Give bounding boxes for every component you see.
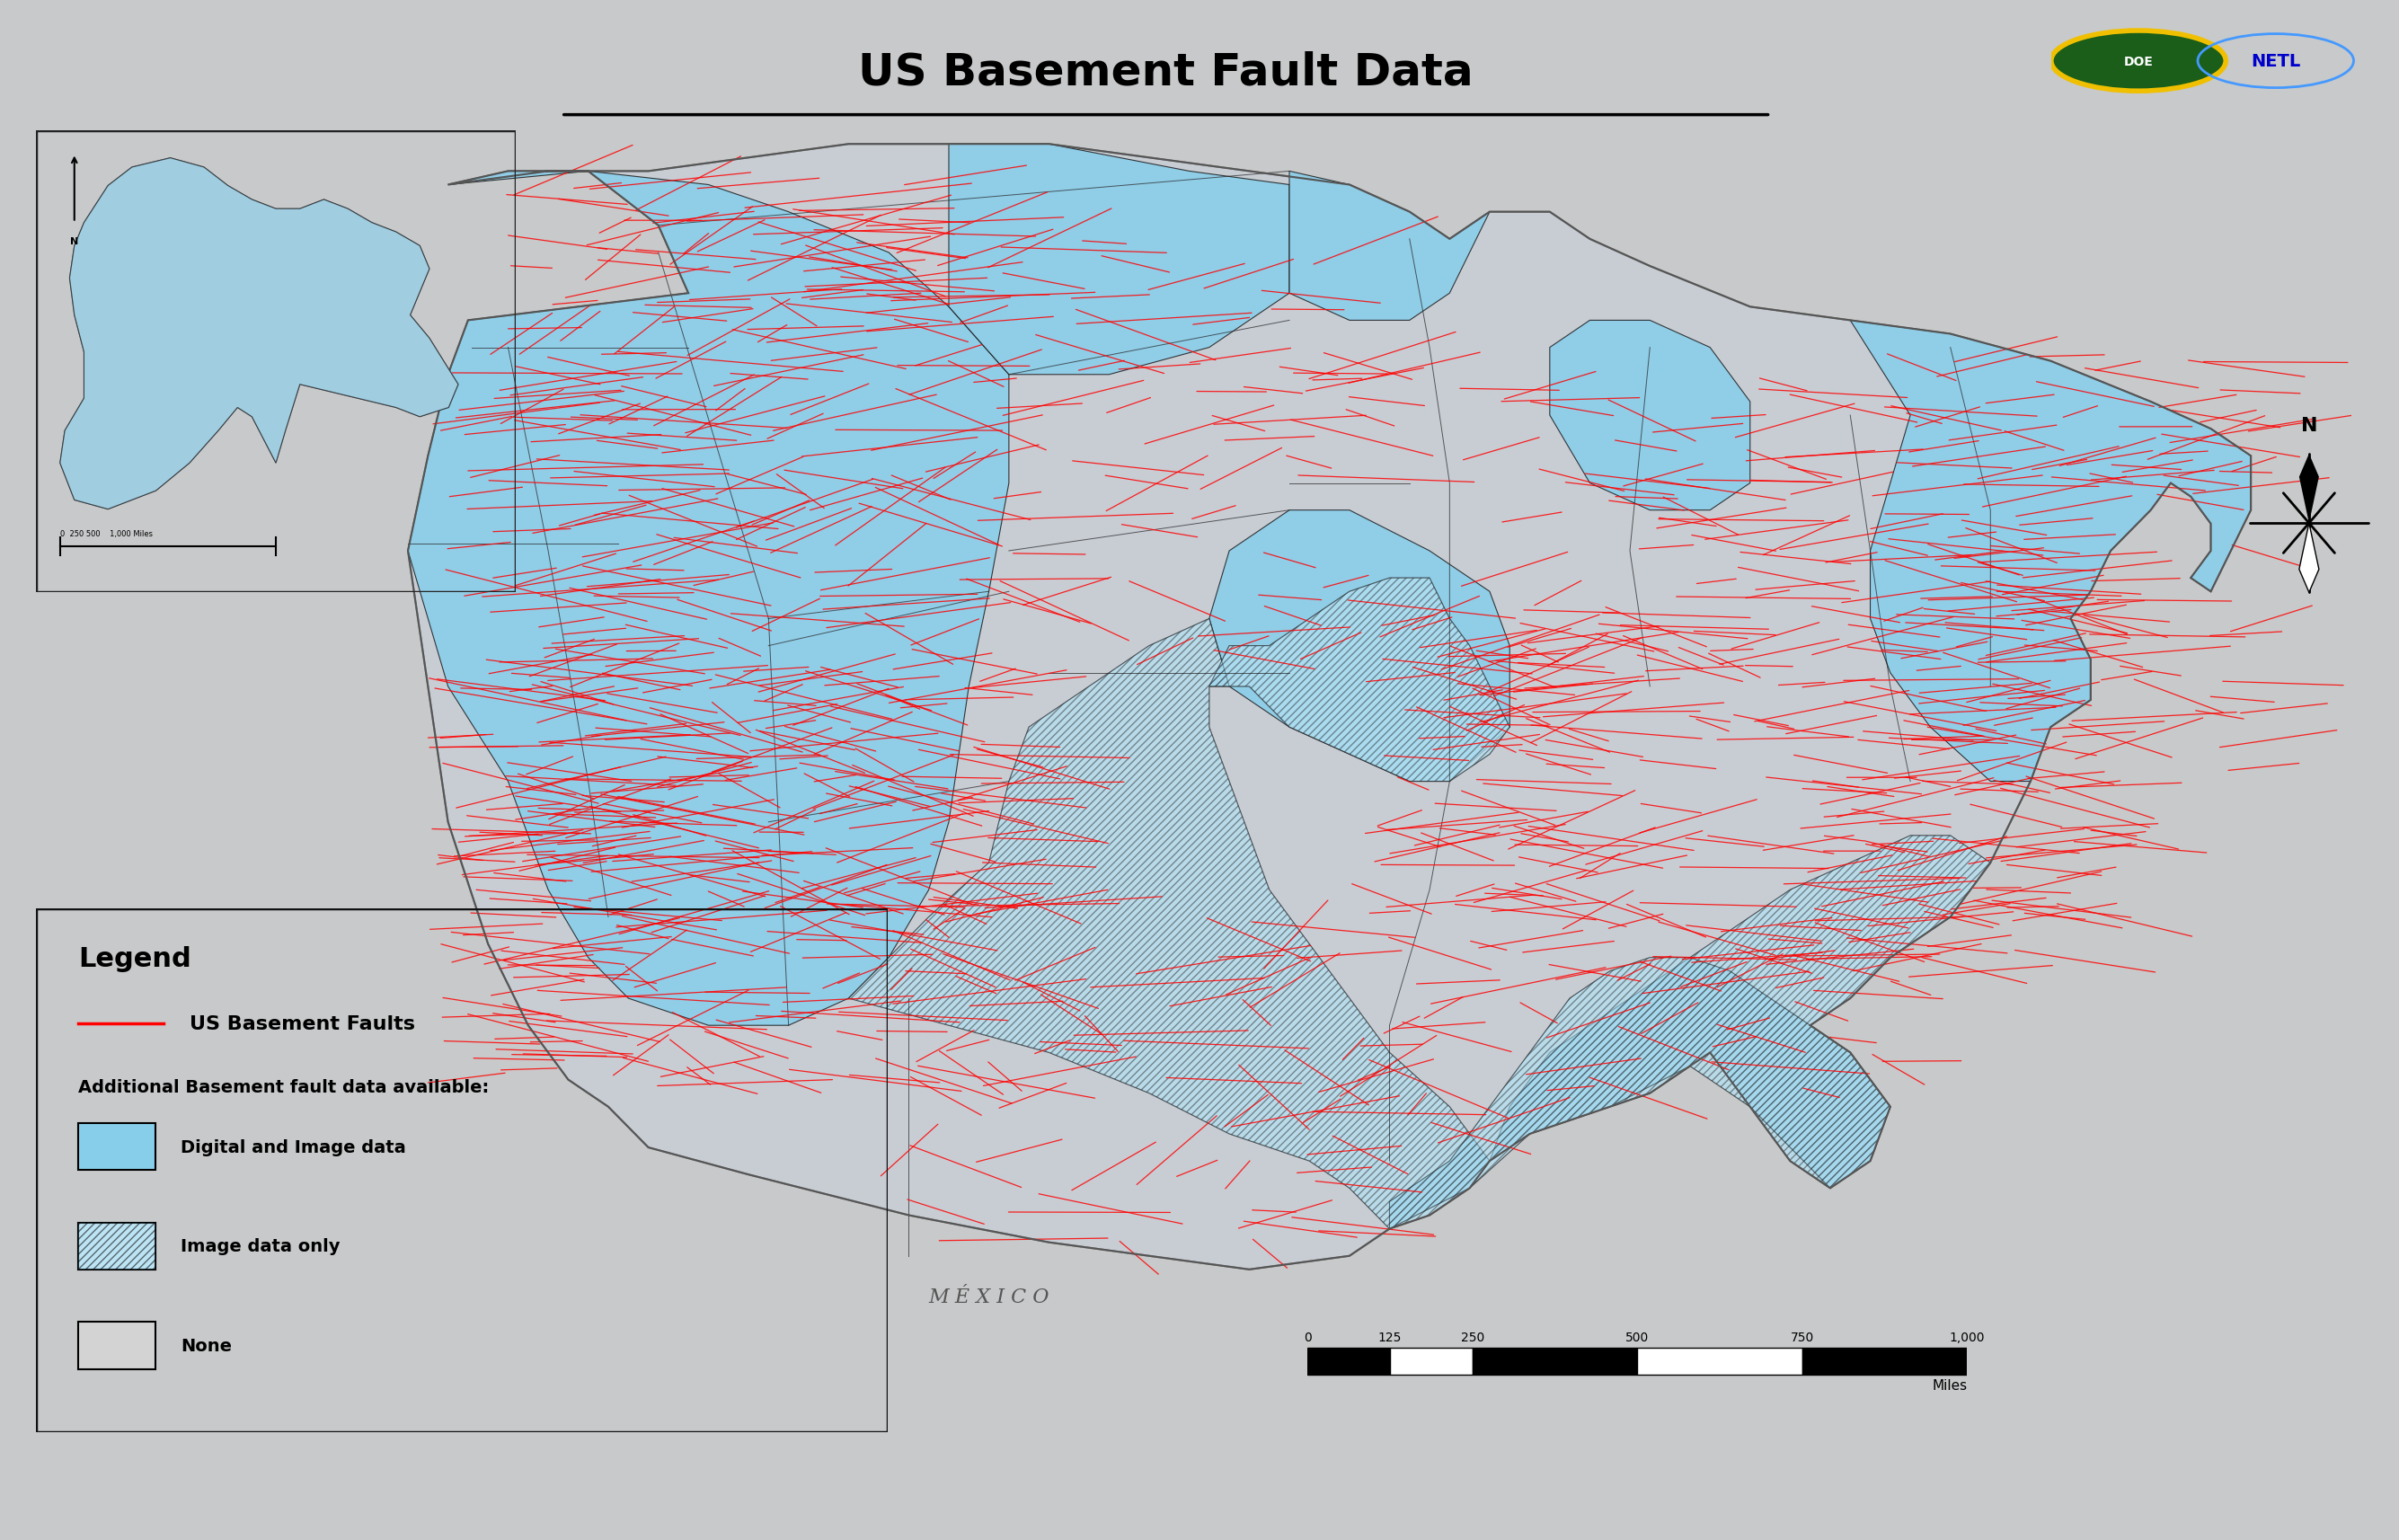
- Polygon shape: [1850, 320, 2250, 782]
- Circle shape: [2051, 31, 2226, 92]
- Bar: [79, 1123, 156, 1170]
- Polygon shape: [1209, 511, 1509, 782]
- Text: DOE: DOE: [2123, 55, 2154, 68]
- Polygon shape: [2298, 454, 2320, 524]
- Polygon shape: [849, 619, 1490, 1229]
- Bar: [79, 1323, 156, 1369]
- Bar: [1389, 1348, 1473, 1374]
- Text: 0  250 500    1,000 Miles: 0 250 500 1,000 Miles: [60, 530, 154, 537]
- Text: 125: 125: [1377, 1331, 1401, 1343]
- Polygon shape: [1209, 579, 1509, 782]
- Polygon shape: [408, 172, 1010, 1026]
- Text: M É X I C O: M É X I C O: [928, 1287, 1048, 1306]
- Text: Additional Basement fault data available:: Additional Basement fault data available…: [79, 1078, 489, 1095]
- Polygon shape: [1550, 320, 1749, 511]
- Polygon shape: [1209, 579, 1509, 782]
- Text: Legend: Legend: [79, 946, 192, 972]
- Text: Miles: Miles: [1931, 1378, 1967, 1392]
- Text: None: None: [180, 1337, 233, 1354]
- Polygon shape: [1490, 836, 1991, 1189]
- Text: 0: 0: [1303, 1331, 1312, 1343]
- Bar: [1639, 1348, 1802, 1374]
- Text: US Basement Fault Data: US Basement Fault Data: [859, 51, 1473, 94]
- Text: 750: 750: [1790, 1331, 1814, 1343]
- Polygon shape: [408, 145, 2250, 1269]
- Polygon shape: [1288, 172, 1490, 320]
- Text: US Basement Faults: US Basement Faults: [190, 1015, 415, 1033]
- Bar: [1473, 1348, 1639, 1374]
- Polygon shape: [1389, 958, 1890, 1229]
- Text: 1,000: 1,000: [1950, 1331, 1984, 1343]
- Text: 500: 500: [1627, 1331, 1648, 1343]
- Text: NETL: NETL: [2250, 52, 2301, 71]
- Polygon shape: [1389, 958, 1890, 1229]
- Text: N: N: [2301, 417, 2317, 436]
- Polygon shape: [849, 619, 1490, 1229]
- Bar: [1802, 1348, 1967, 1374]
- Bar: [1307, 1348, 1389, 1374]
- Text: 250: 250: [1461, 1331, 1485, 1343]
- Polygon shape: [2298, 524, 2320, 593]
- Text: Image data only: Image data only: [180, 1238, 341, 1255]
- Polygon shape: [60, 159, 458, 510]
- Bar: [79, 1223, 156, 1270]
- Polygon shape: [60, 159, 458, 510]
- Polygon shape: [1490, 836, 1991, 1189]
- Text: N: N: [70, 237, 79, 246]
- Polygon shape: [948, 145, 1288, 376]
- Text: Digital and Image data: Digital and Image data: [180, 1138, 405, 1155]
- Bar: [79, 1223, 156, 1270]
